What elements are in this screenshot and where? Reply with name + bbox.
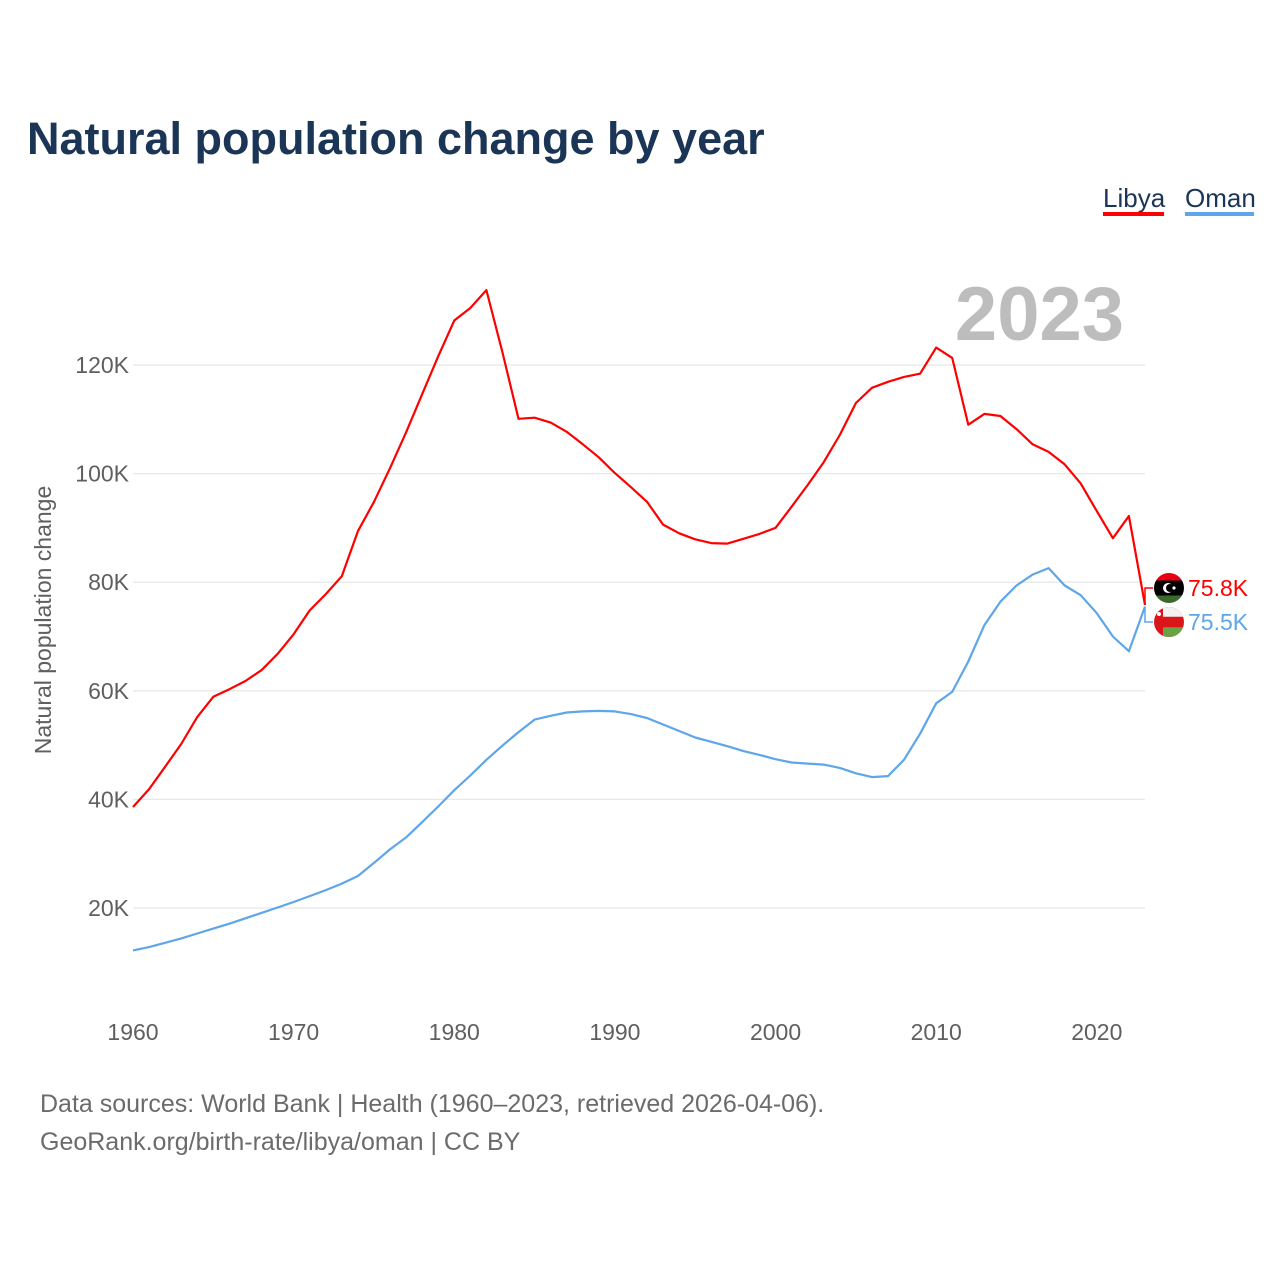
series-lines bbox=[132, 289, 1147, 952]
y-tick-label: 100K bbox=[75, 461, 129, 487]
source-text: Data sources: World Bank | Health (1960–… bbox=[40, 1090, 824, 1118]
x-tick-label: 2020 bbox=[1071, 1019, 1122, 1045]
x-tick-label: 1960 bbox=[107, 1019, 158, 1045]
y-axis-title: Natural population change bbox=[30, 486, 56, 755]
x-tick-label: 1980 bbox=[429, 1019, 480, 1045]
x-tick-label: 1970 bbox=[268, 1019, 319, 1045]
chart-title: Natural population change by year bbox=[27, 113, 765, 164]
series-line-oman bbox=[132, 567, 1147, 952]
oman-flag-icon bbox=[1154, 607, 1184, 637]
end-label-oman: 75.5K bbox=[1144, 606, 1249, 637]
x-axis-ticks: 1960 1970 1980 1990 2000 2010 2020 bbox=[107, 1019, 1122, 1045]
end-value-label: 75.5K bbox=[1188, 609, 1249, 635]
year-badge: 2023 bbox=[955, 272, 1124, 357]
legend-label-libya[interactable]: Libya bbox=[1103, 183, 1166, 213]
legend-swatch-oman bbox=[1185, 212, 1254, 216]
y-tick-label: 60K bbox=[88, 678, 130, 704]
y-tick-label: 40K bbox=[88, 786, 130, 812]
x-tick-label: 2010 bbox=[911, 1019, 962, 1045]
libya-flag-icon bbox=[1154, 573, 1184, 603]
legend-label-oman[interactable]: Oman bbox=[1185, 183, 1256, 213]
end-label-libya: 75.8K bbox=[1144, 573, 1249, 606]
y-tick-label: 20K bbox=[88, 895, 130, 921]
source-link[interactable]: GeoRank.org/birth-rate/libya/oman | CC B… bbox=[40, 1128, 521, 1156]
legend-swatch-libya bbox=[1103, 212, 1164, 216]
y-tick-label: 120K bbox=[75, 352, 129, 378]
end-labels: 75.8K 75.5K bbox=[1144, 573, 1249, 637]
gridlines bbox=[133, 364, 1145, 909]
y-tick-label: 80K bbox=[88, 569, 130, 595]
end-value-label: 75.8K bbox=[1188, 575, 1249, 601]
y-axis-ticks: 20K 40K 60K 80K 100K 120K bbox=[75, 352, 129, 921]
leader-line bbox=[1144, 587, 1153, 606]
x-tick-label: 1990 bbox=[589, 1019, 640, 1045]
legend: Libya Oman bbox=[1103, 183, 1256, 216]
series-line-libya bbox=[132, 289, 1147, 808]
leader-line bbox=[1144, 606, 1153, 623]
x-tick-label: 2000 bbox=[750, 1019, 801, 1045]
legend-item-oman[interactable]: Oman bbox=[1185, 183, 1256, 216]
legend-item-libya[interactable]: Libya bbox=[1103, 183, 1166, 216]
